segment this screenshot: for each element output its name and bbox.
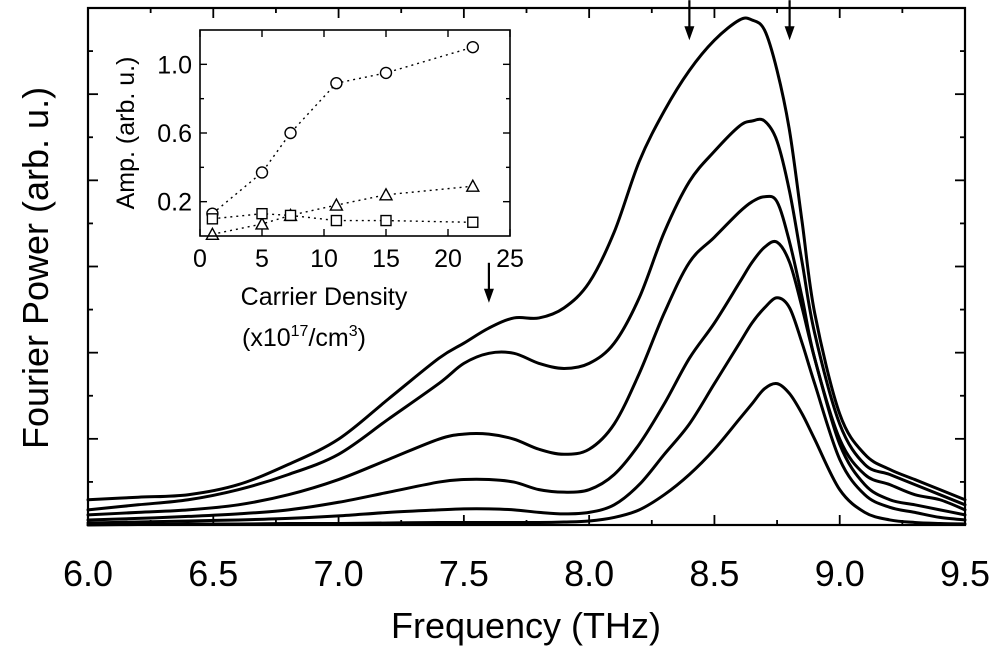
main-plot-frame: [86, 6, 967, 527]
inset-x-tick-label: 10: [310, 245, 338, 273]
inset-circle-point: [284, 126, 297, 140]
inset-circle-point: [330, 77, 343, 90]
inset-x-axis-title: Carrier Density: [241, 283, 408, 311]
inset-square-point: [330, 214, 343, 227]
inset-x-tick-label: 20: [434, 245, 462, 273]
main-curves: [86, 16, 967, 527]
inset-y-axis-title: Amp. (arb. u.): [112, 57, 140, 210]
inset-triangle-point: [254, 216, 270, 230]
spectrum-curve-1: [86, 16, 967, 502]
inset-x-axis-unit: (x1017/cm3): [242, 323, 366, 352]
inset-square-point: [256, 207, 268, 220]
inset-background: [200, 30, 510, 236]
inset-tick-labels: 0 5 10 15 20 25 0.2 0.6 1.0: [157, 51, 524, 273]
peak-arrow-3: [784, 0, 795, 41]
inset-x-tick-label: 0: [193, 245, 207, 273]
inset-square-point: [284, 209, 297, 222]
inset-square-point: [467, 216, 479, 228]
inset-circle-point: [379, 66, 393, 80]
spectrum-curve-4: [86, 239, 967, 522]
inset-square-point: [380, 214, 392, 227]
inset-plot-frame: [199, 29, 511, 237]
x-axis-title: Frequency (THz): [391, 605, 661, 646]
inset-x-tick-label: 15: [372, 245, 400, 273]
peak-arrow-1: [483, 262, 494, 303]
inset-square-point: [206, 213, 219, 225]
inset-series-line: [212, 185, 473, 235]
inset-series-circle: [206, 40, 479, 220]
inset-y-tick-label: 0.2: [157, 189, 192, 217]
inset-circle-point: [466, 40, 479, 54]
main-arrows: [483, 0, 795, 303]
spectrum-curve-2: [86, 117, 967, 512]
x-tick-label: 8.0: [564, 553, 614, 594]
main-tick-labels: 6.0 6.5 7.0 7.5 8.0 8.5 9.0 9.5: [63, 553, 990, 594]
spectrum-curve-3: [86, 194, 967, 517]
x-tick-label: 6.5: [188, 553, 238, 594]
x-tick-label: 9.5: [940, 553, 990, 594]
inset-y-tick-label: 1.0: [157, 51, 192, 79]
x-tick-label: 7.5: [439, 553, 489, 594]
x-tick-label: 9.0: [815, 553, 865, 594]
inset-series-square: [206, 207, 479, 228]
inset-x-tick-label: 5: [255, 245, 269, 273]
inset-circle-point: [255, 166, 269, 179]
y-axis-title: Fourier Power (arb. u.): [15, 87, 56, 449]
inset-series-line: [211, 46, 473, 215]
spectrum-curve-6: [86, 381, 967, 527]
inset-triangle-point: [329, 197, 344, 211]
inset-x-tick-label: 25: [496, 245, 524, 273]
inset-triangle-point: [378, 187, 394, 201]
peak-arrow-2: [684, 0, 695, 41]
spectrum-curve-5: [86, 296, 967, 525]
inset-y-tick-label: 0.6: [157, 120, 192, 148]
inset-triangle-point: [465, 178, 480, 192]
x-tick-label: 6.0: [63, 553, 113, 594]
x-tick-label: 8.5: [689, 553, 739, 594]
inset-chart: 0 5 10 15 20 25 0.2 0.6 1.0 Amp. (arb. u.) Carri…: [112, 29, 524, 352]
x-tick-label: 7.0: [314, 553, 364, 594]
inset-series: [205, 40, 480, 240]
